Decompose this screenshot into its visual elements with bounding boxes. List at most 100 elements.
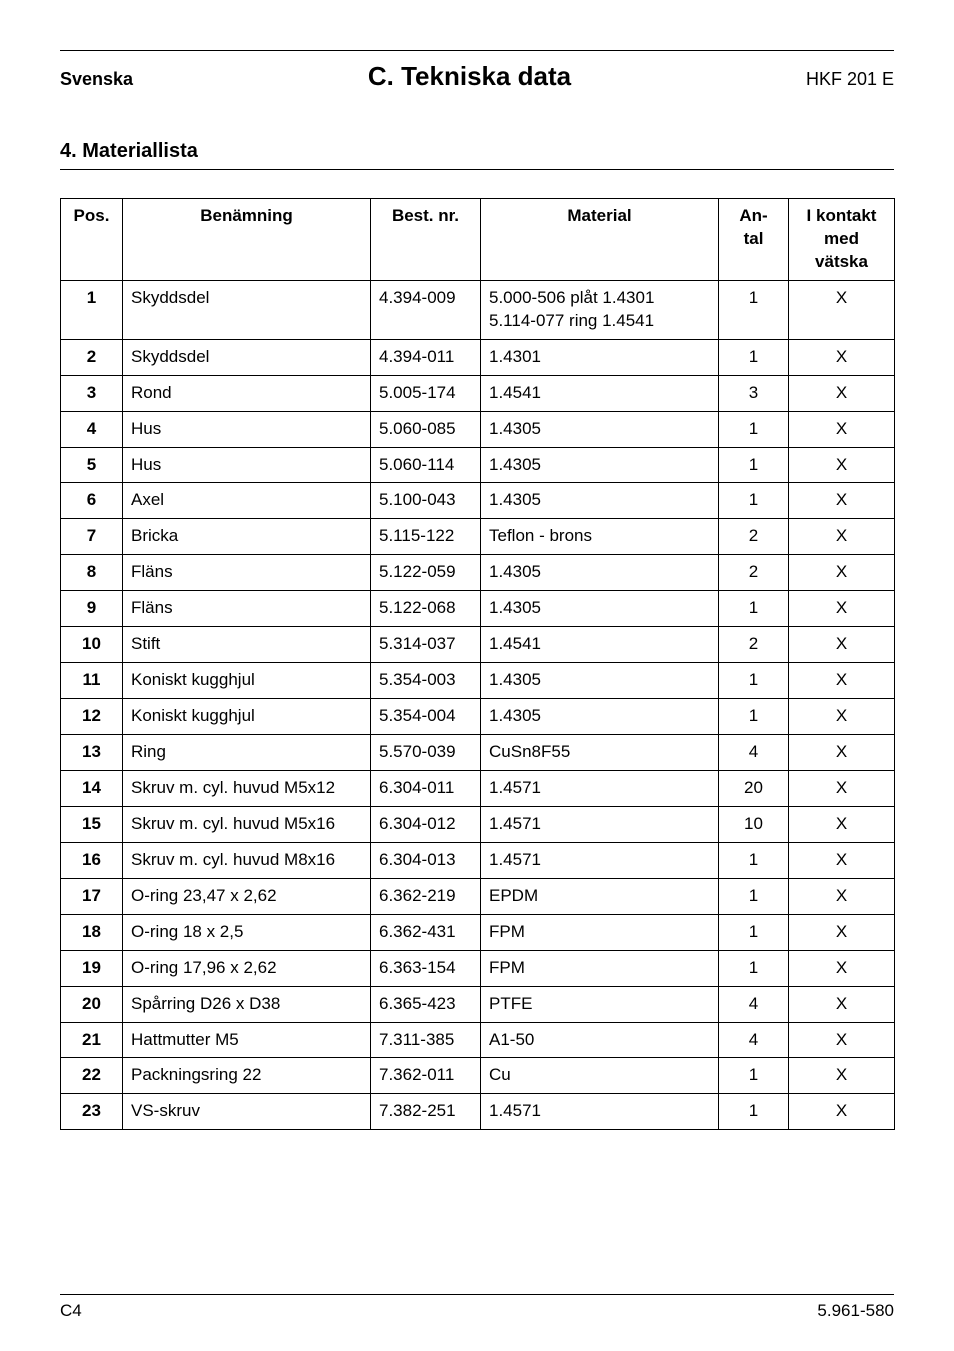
cell-antal: 1: [719, 591, 789, 627]
cell-kontakt: X: [789, 483, 895, 519]
table-row: 1Skyddsdel4.394-0095.000-506 plåt 1.4301…: [61, 280, 895, 339]
cell-material: 1.4571: [481, 842, 719, 878]
col-pos: Pos.: [61, 199, 123, 281]
cell-kontakt: X: [789, 842, 895, 878]
cell-name: VS-skruv: [123, 1094, 371, 1130]
cell-kontakt: X: [789, 770, 895, 806]
cell-kontakt: X: [789, 1022, 895, 1058]
table-header-row: Pos. Benämning Best. nr. Material An- ta…: [61, 199, 895, 281]
cell-antal: 10: [719, 806, 789, 842]
cell-kontakt: X: [789, 375, 895, 411]
cell-material: A1-50: [481, 1022, 719, 1058]
col-kontakt: I kontakt med vätska: [789, 199, 895, 281]
cell-pos: 16: [61, 842, 123, 878]
col-best: Best. nr.: [371, 199, 481, 281]
table-row: 9Fläns5.122-0681.43051X: [61, 591, 895, 627]
cell-best: 4.394-011: [371, 339, 481, 375]
cell-best: 7.362-011: [371, 1058, 481, 1094]
table-row: 7Bricka5.115-122Teflon - brons2X: [61, 519, 895, 555]
table-row: 13Ring5.570-039CuSn8F554X: [61, 735, 895, 771]
cell-name: Hus: [123, 411, 371, 447]
col-kontakt-line3: vätska: [815, 252, 868, 271]
section-number: 4.: [60, 140, 77, 162]
cell-antal: 1: [719, 663, 789, 699]
cell-pos: 21: [61, 1022, 123, 1058]
table-row: 15Skruv m. cyl. huvud M5x166.304-0121.45…: [61, 806, 895, 842]
cell-pos: 22: [61, 1058, 123, 1094]
cell-kontakt: X: [789, 878, 895, 914]
table-row: 14Skruv m. cyl. huvud M5x126.304-0111.45…: [61, 770, 895, 806]
footer-left: C4: [60, 1301, 82, 1321]
cell-best: 6.304-013: [371, 842, 481, 878]
cell-pos: 10: [61, 627, 123, 663]
cell-name: Hus: [123, 447, 371, 483]
cell-antal: 1: [719, 339, 789, 375]
cell-material: 1.4305: [481, 447, 719, 483]
cell-pos: 2: [61, 339, 123, 375]
cell-pos: 7: [61, 519, 123, 555]
cell-pos: 15: [61, 806, 123, 842]
cell-pos: 8: [61, 555, 123, 591]
cell-kontakt: X: [789, 806, 895, 842]
material-table: Pos. Benämning Best. nr. Material An- ta…: [60, 198, 895, 1130]
cell-material: 1.4571: [481, 1094, 719, 1130]
cell-antal: 1: [719, 914, 789, 950]
table-row: 3Rond5.005-1741.45413X: [61, 375, 895, 411]
cell-name: O-ring 17,96 x 2,62: [123, 950, 371, 986]
cell-best: 5.060-085: [371, 411, 481, 447]
cell-best: 5.122-059: [371, 555, 481, 591]
cell-pos: 6: [61, 483, 123, 519]
cell-best: 5.115-122: [371, 519, 481, 555]
cell-antal: 1: [719, 878, 789, 914]
cell-name: Skyddsdel: [123, 339, 371, 375]
cell-antal: 4: [719, 735, 789, 771]
cell-antal: 20: [719, 770, 789, 806]
cell-material: 1.4305: [481, 663, 719, 699]
cell-material: Cu: [481, 1058, 719, 1094]
table-row: 4Hus5.060-0851.43051X: [61, 411, 895, 447]
cell-pos: 12: [61, 699, 123, 735]
table-row: 12Koniskt kugghjul5.354-0041.43051X: [61, 699, 895, 735]
section-rule: [60, 169, 894, 170]
cell-material: 1.4541: [481, 627, 719, 663]
cell-kontakt: X: [789, 411, 895, 447]
table-row: 19O-ring 17,96 x 2,626.363-154FPM1X: [61, 950, 895, 986]
cell-antal: 1: [719, 842, 789, 878]
header-center: C. Tekniska data: [368, 61, 571, 92]
cell-best: 5.005-174: [371, 375, 481, 411]
cell-best: 6.363-154: [371, 950, 481, 986]
cell-name: Axel: [123, 483, 371, 519]
cell-kontakt: X: [789, 735, 895, 771]
cell-best: 7.382-251: [371, 1094, 481, 1130]
cell-material: Teflon - brons: [481, 519, 719, 555]
cell-best: 6.304-012: [371, 806, 481, 842]
table-row: 2Skyddsdel4.394-0111.43011X: [61, 339, 895, 375]
cell-antal: 2: [719, 555, 789, 591]
cell-kontakt: X: [789, 339, 895, 375]
col-kontakt-line2: med: [824, 229, 859, 248]
cell-best: 5.570-039: [371, 735, 481, 771]
cell-best: 5.060-114: [371, 447, 481, 483]
cell-antal: 1: [719, 1058, 789, 1094]
cell-pos: 5: [61, 447, 123, 483]
table-row: 10Stift5.314-0371.45412X: [61, 627, 895, 663]
cell-material: 1.4301: [481, 339, 719, 375]
table-row: 20Spårring D26 x D386.365-423PTFE4X: [61, 986, 895, 1022]
cell-antal: 4: [719, 1022, 789, 1058]
cell-kontakt: X: [789, 627, 895, 663]
cell-material: CuSn8F55: [481, 735, 719, 771]
cell-antal: 2: [719, 519, 789, 555]
cell-material: FPM: [481, 914, 719, 950]
table-row: 6Axel5.100-0431.43051X: [61, 483, 895, 519]
cell-best: 7.311-385: [371, 1022, 481, 1058]
col-material: Material: [481, 199, 719, 281]
cell-best: 5.122-068: [371, 591, 481, 627]
cell-pos: 17: [61, 878, 123, 914]
cell-pos: 3: [61, 375, 123, 411]
cell-kontakt: X: [789, 280, 895, 339]
cell-material: 1.4305: [481, 699, 719, 735]
cell-name: Packningsring 22: [123, 1058, 371, 1094]
cell-kontakt: X: [789, 555, 895, 591]
cell-name: Fläns: [123, 555, 371, 591]
cell-antal: 2: [719, 627, 789, 663]
